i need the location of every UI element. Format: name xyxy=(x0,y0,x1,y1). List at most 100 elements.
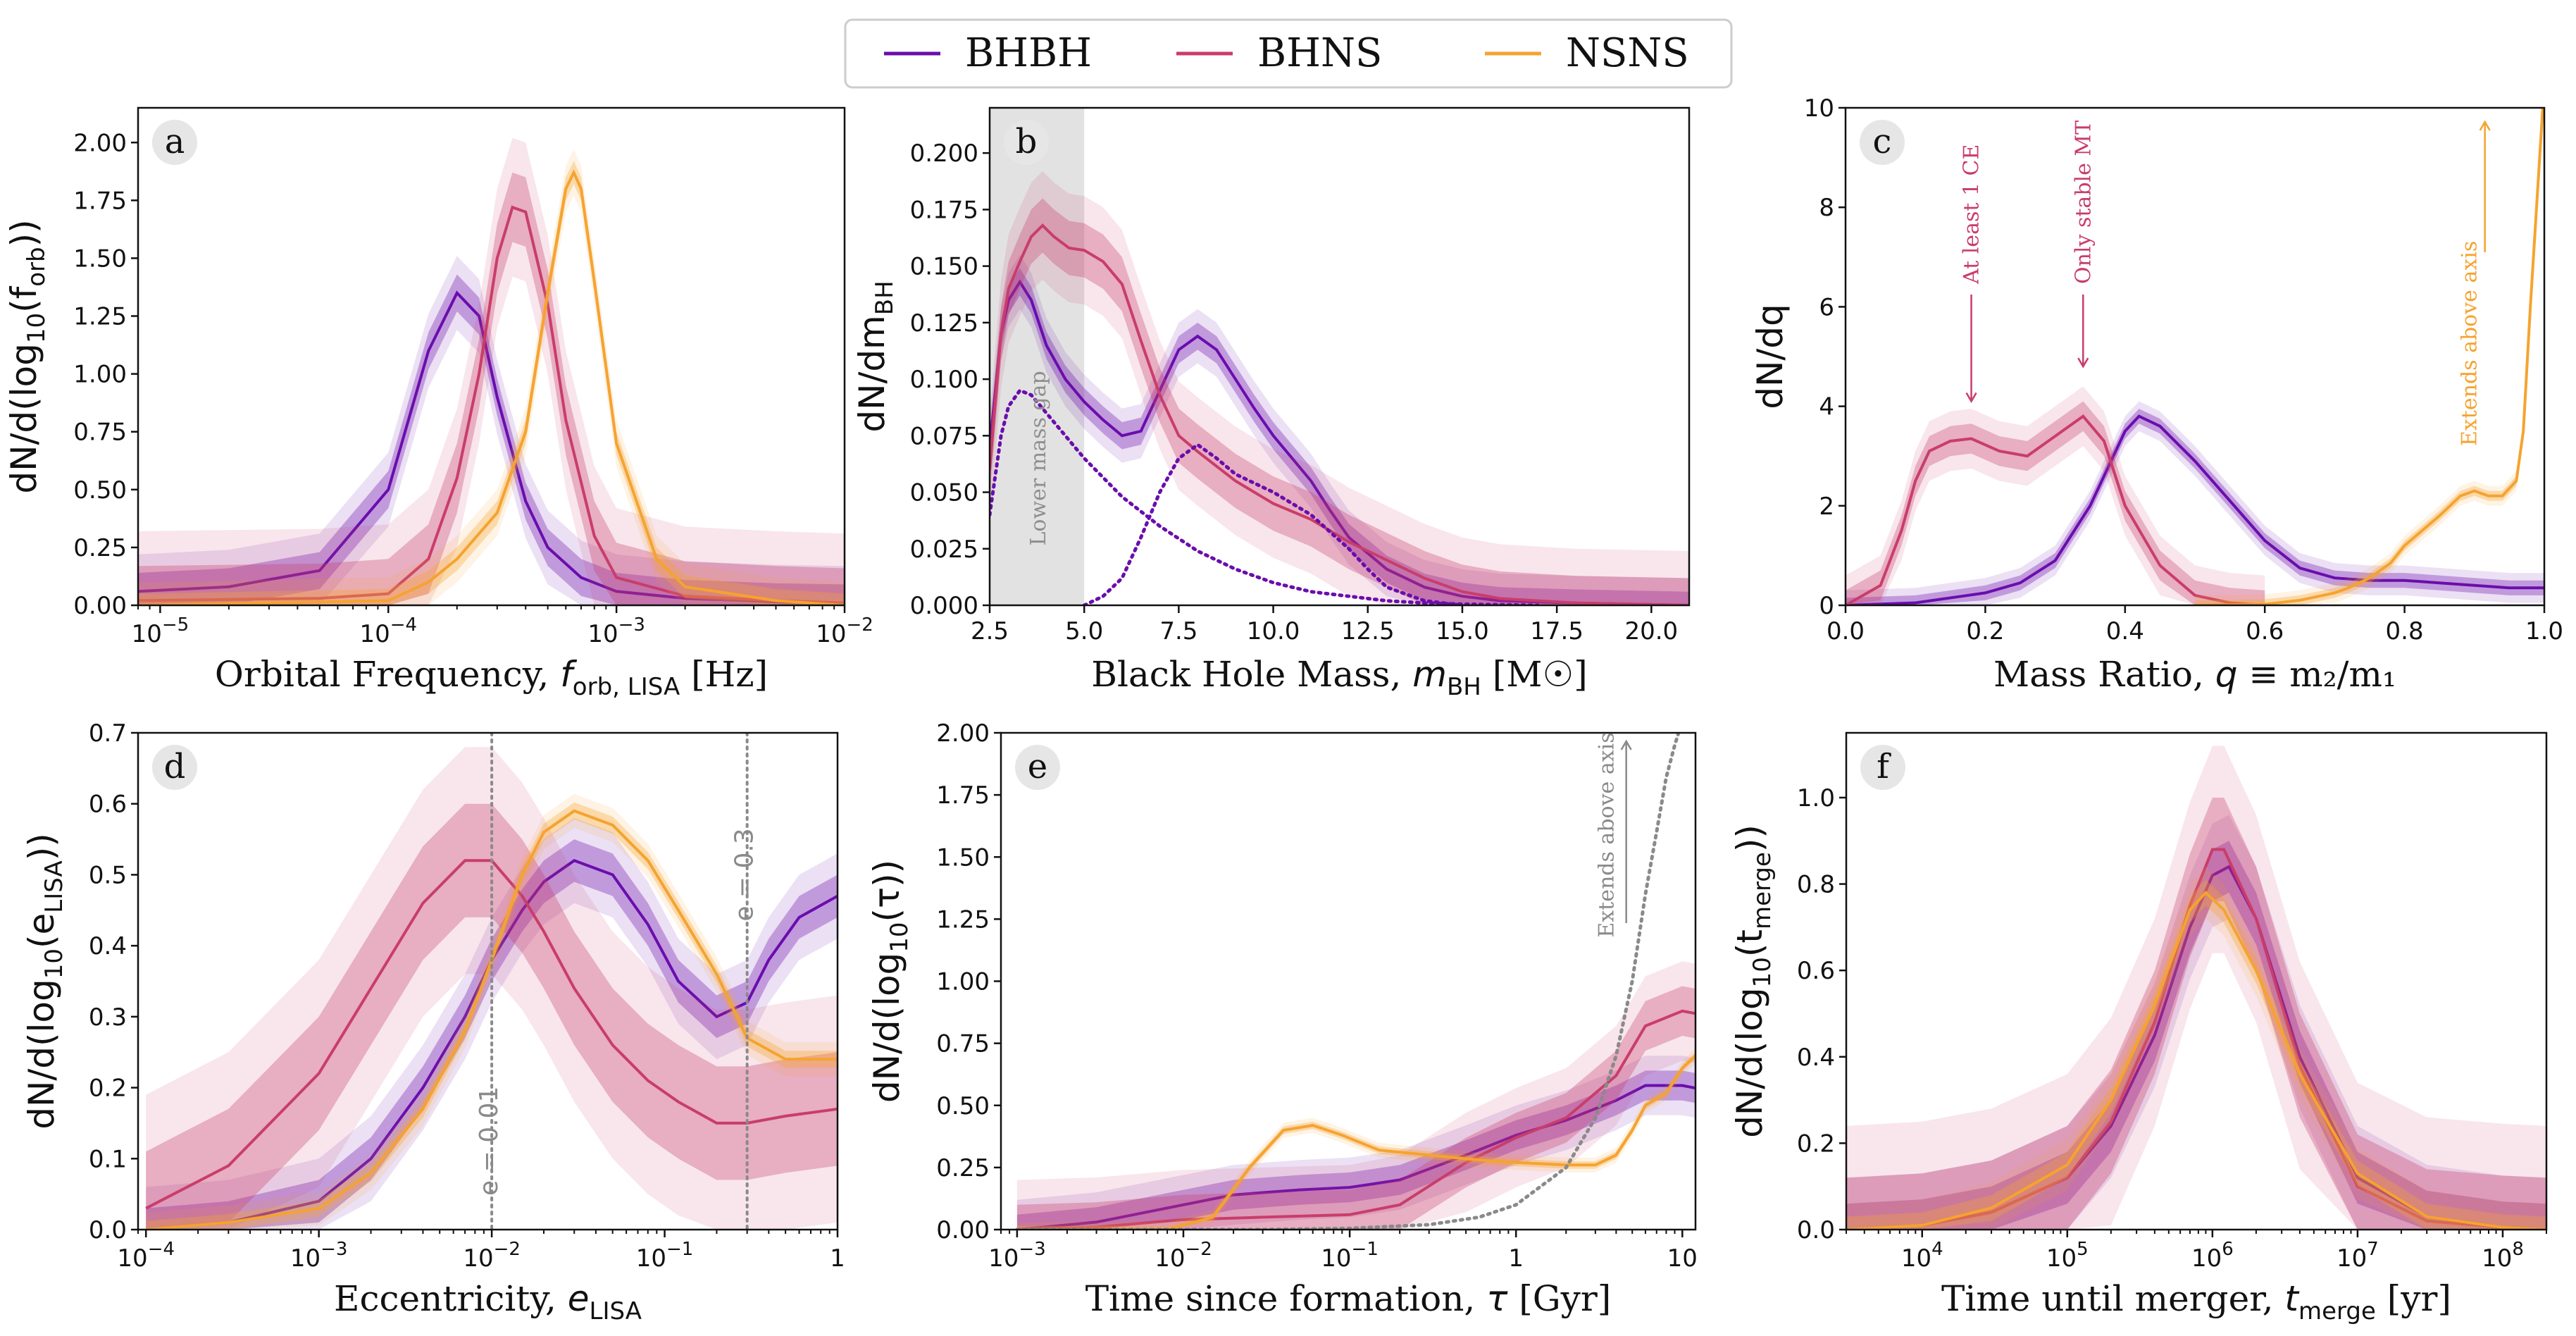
legend-label-bhbh: BHBH xyxy=(965,30,1092,76)
band-inner-bhbh xyxy=(1016,1070,1695,1230)
annotation-label: Extends above axis xyxy=(2458,241,2482,446)
series-line-bhns xyxy=(138,205,845,605)
ytick-label: 0.75 xyxy=(936,1030,990,1058)
band-outer-nsns xyxy=(146,793,838,1230)
series-line-bhbh xyxy=(138,290,845,605)
x-axis-label: Time until merger, tmerge [yr] xyxy=(1941,1278,2451,1325)
y-axis-label: dN/d(log10(eLISA)) xyxy=(21,833,68,1129)
ytick-label: 0.4 xyxy=(89,932,127,960)
axes-frame-c xyxy=(1844,106,2546,607)
ytick-label: 1.50 xyxy=(936,843,990,872)
panel-a: 0.00 0.25 0.50 0.75 1.00 1.25 1.50 1.75 2.00 10−5… xyxy=(4,106,873,701)
plot-area-e xyxy=(1015,733,1695,1230)
axes-frame-e xyxy=(1000,731,1697,1231)
axes-frame-b xyxy=(988,106,1691,607)
xtick-label: 1 xyxy=(1508,1244,1524,1273)
ytick-label: 0.25 xyxy=(73,534,127,562)
band-outer-nsns xyxy=(1016,1048,1695,1230)
x-axis-label: Orbital Frequency, forb, LISA [Hz] xyxy=(215,654,768,701)
ytick-label: 0.175 xyxy=(910,196,978,224)
series-line-nsns xyxy=(1846,890,2546,1230)
ytick-label: 2 xyxy=(1819,493,1834,521)
legend-label-bhns: BHNS xyxy=(1257,30,1382,76)
xtick-label: 10−3 xyxy=(290,1239,348,1273)
band-inner-bhns xyxy=(1016,986,1695,1230)
xtick-label: 0.2 xyxy=(1966,617,2004,645)
panel-f: 0.0 0.2 0.4 0.6 0.8 1.0 104 105 106 107 108 f Time u… xyxy=(1729,731,2548,1325)
xtick-label: 1 xyxy=(830,1244,845,1273)
panel-label-badge xyxy=(1015,745,1060,790)
x-axis-label: Eccentricity, eLISA xyxy=(334,1278,642,1325)
annotation-arrowhead xyxy=(1965,392,1977,404)
ytick-label: 0.0 xyxy=(89,1216,127,1244)
ytick-label: 2.00 xyxy=(936,719,990,748)
series-line-bhns xyxy=(1846,414,2265,605)
ytick-label: 1.00 xyxy=(936,968,990,996)
ytick-label: 0.00 xyxy=(936,1216,990,1244)
y-axis-label: dN/d(log10(tmerge)) xyxy=(1729,824,1777,1138)
series-line-nsns xyxy=(1016,1054,1695,1230)
band-outer-nsns xyxy=(138,149,845,605)
panels: 0.000.250.500.751.001.251.501.752.0010−5… xyxy=(4,94,2563,1325)
band-outer-bhbh xyxy=(1016,1056,1695,1230)
ytick-label: 0.8 xyxy=(1797,871,1835,899)
band-inner-bhbh xyxy=(990,268,1689,605)
ytick-label: 1.00 xyxy=(73,361,127,389)
band-inner-bhns xyxy=(146,803,838,1230)
ytick-label: 0.5 xyxy=(89,861,127,889)
series-line-bhns xyxy=(145,859,838,1210)
xtick-label: 5.0 xyxy=(1065,617,1103,645)
ytick-label: 0.2 xyxy=(89,1075,127,1103)
band-outer-bhbh xyxy=(1846,815,2546,1230)
xtick-label: 12.5 xyxy=(1341,617,1395,645)
ytick-label: 0.1 xyxy=(89,1145,127,1173)
xtick-label: 107 xyxy=(2337,1239,2379,1273)
y-axis-label: dN/dq xyxy=(1750,304,1791,409)
panel-label: a xyxy=(165,122,185,161)
annotation-arrowhead xyxy=(2479,120,2491,131)
ytick-label: 0.025 xyxy=(910,536,978,564)
plot-area-a xyxy=(138,137,845,605)
series-line-nsns xyxy=(146,809,838,1230)
xtick-label: 10−5 xyxy=(132,614,189,648)
ytick-label: 10 xyxy=(1804,94,1834,123)
ytick-label: 0.50 xyxy=(936,1092,990,1120)
series-line-bhns xyxy=(1016,1009,1695,1230)
band-outer-bhns xyxy=(138,137,845,605)
xtick-label: 10−3 xyxy=(587,614,645,648)
ytick-label: 2.00 xyxy=(73,129,127,157)
xtick-label: 2.5 xyxy=(971,617,1009,645)
ytick-label: 0.00 xyxy=(73,592,127,620)
xtick-label: 10−1 xyxy=(636,1239,694,1273)
ytick-label: 0.4 xyxy=(1797,1044,1835,1072)
ytick-label: 1.50 xyxy=(73,245,127,273)
axes-frame-d xyxy=(137,731,839,1231)
series-line-bhbh-comp2 xyxy=(1082,443,1464,605)
plot-area-f xyxy=(1846,746,2546,1230)
legend-box xyxy=(844,18,1733,89)
ytick-label: 0.3 xyxy=(89,1003,127,1032)
ytick-label: 0.50 xyxy=(73,476,127,505)
xtick-label: 0.0 xyxy=(1827,617,1865,645)
band-inner-nsns xyxy=(138,161,845,605)
ytick-label: 1.0 xyxy=(1797,784,1835,812)
panel-e: 0.00 0.25 0.50 0.75 1.00 1.25 1.50 1.75 2.00 10−3… xyxy=(866,719,1698,1319)
ref-label-0: e = 0.01 xyxy=(475,1087,504,1196)
band-outer-bhbh xyxy=(146,817,838,1230)
plot-area-b xyxy=(990,108,1689,605)
panel-label-badge xyxy=(1004,120,1049,165)
ytick-label: 0.2 xyxy=(1797,1130,1835,1158)
xtick-label: 10−2 xyxy=(816,614,873,648)
ytick-label: 6 xyxy=(1819,293,1834,321)
ytick-label: 0.7 xyxy=(89,719,127,748)
xtick-label: 10−4 xyxy=(117,1239,175,1273)
ref-label-1: e = 0.3 xyxy=(730,828,759,921)
annotation-label: Only stable MT xyxy=(2071,120,2096,284)
ytick-label: 1.75 xyxy=(73,187,127,215)
xtick-label: 15.0 xyxy=(1436,617,1489,645)
ytick-label: 1.75 xyxy=(936,781,990,810)
annotation-arrowhead xyxy=(2077,357,2089,369)
legend-label-nsns: NSNS xyxy=(1566,30,1689,76)
panel-label-badge xyxy=(1860,745,1905,790)
